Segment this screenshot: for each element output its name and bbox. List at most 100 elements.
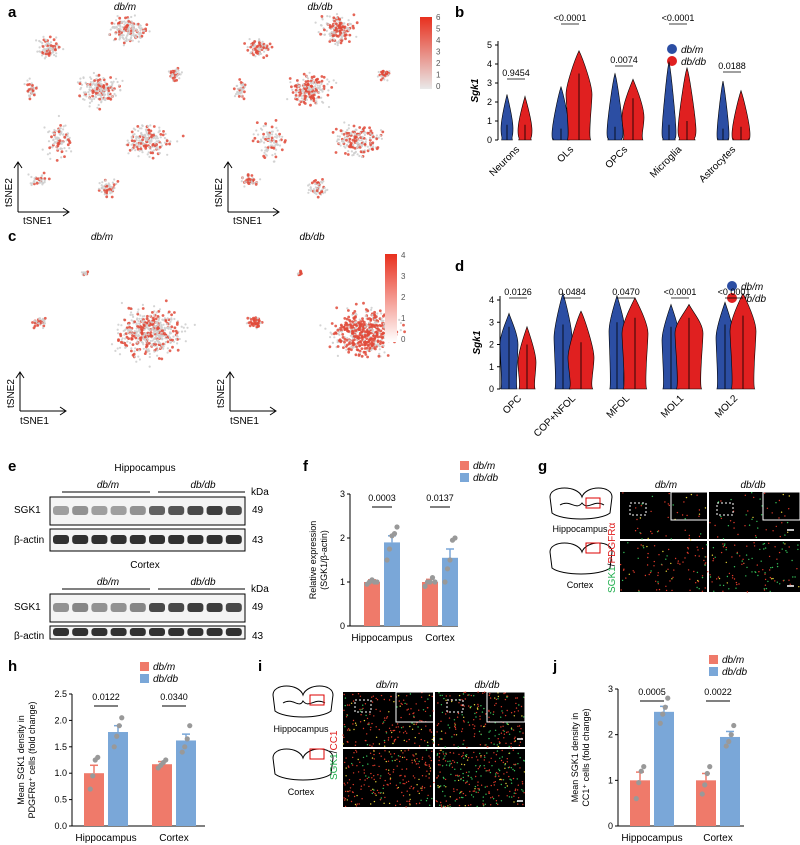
micrograph-signal [428, 765, 431, 768]
tsne-point-dbdb [309, 84, 313, 88]
tsne-point-dbdb [321, 88, 324, 91]
tsne-point-dbdb [272, 160, 275, 163]
tsne-point-dbm [160, 324, 163, 327]
micrograph-signal [733, 566, 736, 568]
tsne-point-dbdb [370, 306, 373, 309]
tsne-point-dbm [102, 91, 105, 94]
micrograph-signal [382, 787, 384, 790]
micrograph-signal [657, 581, 659, 583]
tsne-point-dbdb [358, 349, 362, 353]
tsne-point-dbm [28, 88, 31, 91]
tsne-point-dbdb [398, 318, 401, 321]
colorbar-tick-a: 3 [436, 48, 441, 57]
tsne-point-dbm [128, 31, 131, 34]
tsne-point-dbm [135, 142, 138, 145]
micrograph-signal [416, 784, 418, 786]
tsne-point-dbdb [358, 318, 361, 321]
tsne-point-dbm [100, 90, 103, 93]
tsne-point-dbm [130, 311, 133, 314]
tsne-point-dbdb [332, 34, 336, 37]
micrograph-signal [751, 492, 753, 494]
micrograph-signal [345, 767, 347, 769]
micrograph-signal [513, 711, 516, 713]
tsne-point-dbdb [288, 77, 292, 80]
micrograph-signal [354, 744, 357, 746]
blot-band [187, 506, 204, 515]
tsne-point-dbm [122, 44, 125, 47]
tsne-point-dbm [43, 177, 47, 180]
tsne-point-dbm [94, 84, 97, 87]
micrograph-signal [722, 590, 724, 592]
micrograph-signal [349, 787, 352, 789]
micrograph-signal [343, 709, 345, 711]
tsne-point-dbdb [276, 134, 279, 137]
tsne-point-dbm [44, 48, 47, 51]
micrograph-signal [421, 758, 423, 760]
micrograph-signal [764, 572, 766, 574]
micrograph-signal [684, 557, 686, 559]
tsne-point-dbdb [329, 38, 332, 41]
micrograph-signal [354, 722, 357, 724]
blot-band [225, 506, 242, 515]
tsne-point-dbm [157, 319, 160, 322]
micrograph-signal [362, 756, 365, 759]
tsne-point-dbm [46, 52, 50, 56]
micrograph-signal [379, 799, 382, 801]
tsne-point-dbm [117, 332, 120, 335]
tsne-point-dbm [60, 141, 63, 144]
tsne-point-dbdb [249, 318, 253, 321]
micrograph-signal [355, 724, 357, 726]
micrograph-signal [445, 764, 448, 766]
tsne-point-dbm [149, 314, 152, 317]
tsne-point-dbm [62, 125, 65, 128]
micrograph-signal [462, 743, 464, 745]
micrograph-signal [356, 765, 358, 767]
micrograph-signal [763, 589, 766, 591]
pvalue-label: <0.0001 [718, 287, 751, 297]
micrograph-signal [344, 798, 347, 800]
tsne-point-dbm [117, 338, 120, 341]
micrograph-signal [490, 797, 492, 799]
micrograph-signal [651, 495, 654, 498]
tsne-point-dbdb [381, 341, 385, 345]
tsne-point-dbdb [320, 79, 324, 83]
tsne-point-dbdb [344, 152, 347, 155]
tsne-point-dbdb [363, 347, 367, 350]
tsne-point-dbm [55, 36, 58, 39]
micrograph-signal [409, 725, 411, 728]
tsne-point-dbdb [264, 122, 267, 125]
tsne-point-dbdb [240, 94, 243, 97]
micrograph-signal [424, 710, 427, 713]
micrograph-signal [364, 703, 367, 705]
micrograph-signal [776, 563, 779, 565]
micrograph-signal [452, 752, 455, 754]
tsne-point-dbm [136, 125, 140, 128]
tsne-point-dbdb [270, 125, 274, 129]
micrograph-signal [682, 561, 684, 563]
micrograph-signal [409, 787, 411, 789]
micrograph-signal [644, 574, 647, 577]
micrograph-signal [399, 731, 401, 733]
micrograph-signal [506, 761, 508, 763]
tsne-point-dbm [157, 148, 160, 151]
tsne-point-dbm [98, 182, 101, 185]
micrograph-signal [712, 558, 715, 560]
tsne-point-dbm [164, 335, 167, 338]
tsne-point-dbdb [371, 338, 375, 341]
micrograph-signal [423, 787, 426, 789]
tsne-point-dbm [58, 139, 62, 143]
tsne-point-dbdb [345, 27, 348, 30]
micrograph-signal [348, 779, 351, 781]
micrograph-signal [461, 714, 463, 716]
micrograph-signal [488, 769, 491, 771]
micrograph-signal [482, 692, 484, 694]
tsne-point-dbdb [335, 29, 339, 33]
micrograph-signal [440, 704, 443, 706]
micrograph-signal [759, 498, 761, 500]
tsne-point-dbdb [256, 140, 260, 144]
micrograph-signal [512, 729, 515, 731]
tsne-point-dbdb [344, 37, 347, 41]
tsne-point-dbdb [334, 324, 338, 328]
tsne-point-dbm [169, 328, 172, 331]
